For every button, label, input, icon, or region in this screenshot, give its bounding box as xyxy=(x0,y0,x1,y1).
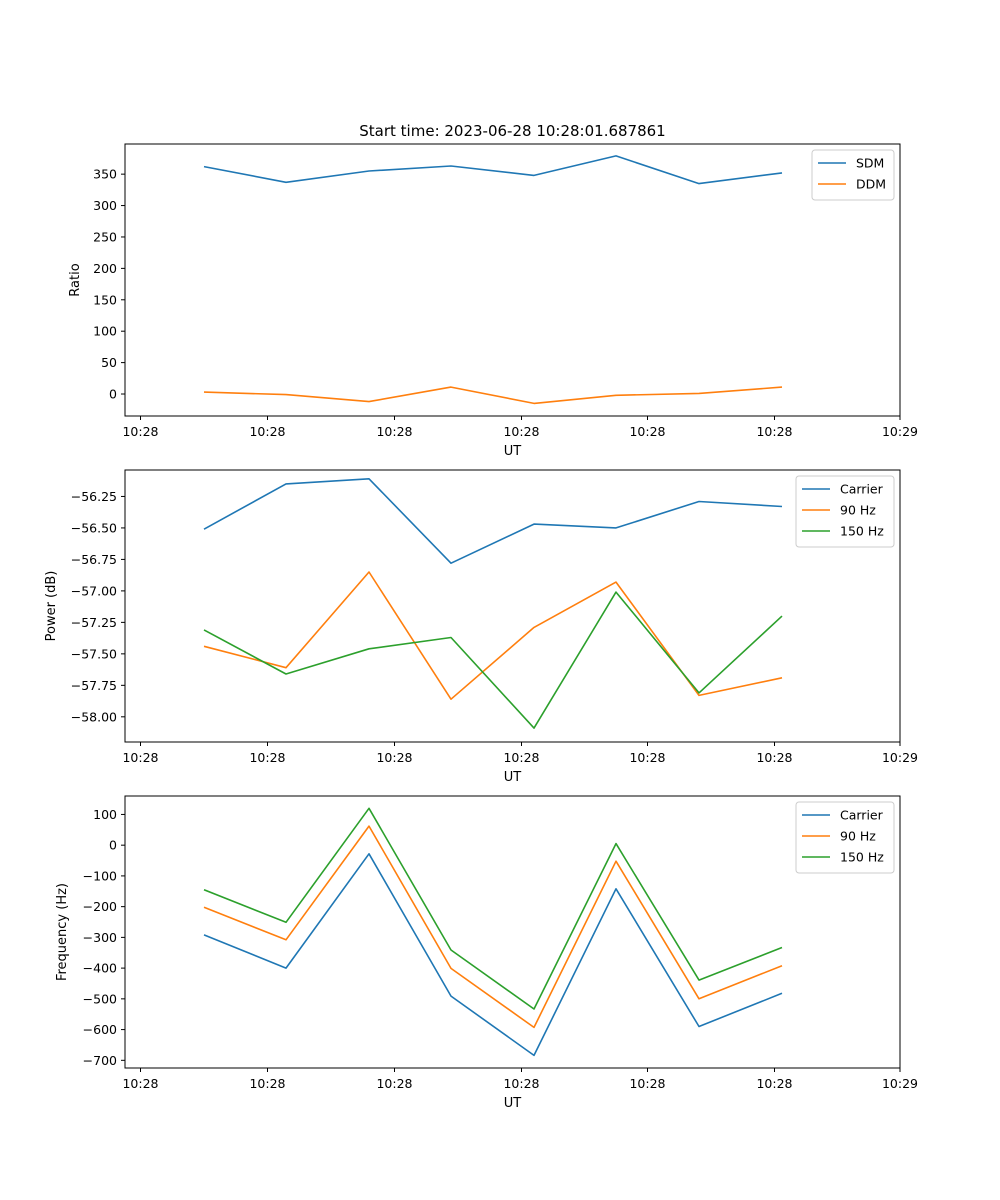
figure-title: Start time: 2023-06-28 10:28:01.687861 xyxy=(359,122,665,140)
y-tick-label: −500 xyxy=(83,991,117,1006)
y-tick-label: −58.00 xyxy=(71,709,117,724)
legend: Carrier 90 Hz 150 Hz xyxy=(795,475,895,548)
x-tick-label: 10:28 xyxy=(756,1076,792,1091)
x-tick-label: 10:28 xyxy=(122,1076,158,1091)
y-tick-label: −57.50 xyxy=(71,646,117,661)
legend-label: Carrier xyxy=(840,482,884,497)
x-tick-label: 10:29 xyxy=(882,1076,918,1091)
y-tick-label: 50 xyxy=(101,355,117,370)
y-tick-label: −56.75 xyxy=(71,552,117,567)
x-tick-label: 10:28 xyxy=(249,1076,285,1091)
y-tick-label: −100 xyxy=(83,868,117,883)
y-axis-label: Frequency (Hz) xyxy=(55,883,70,981)
plot-area xyxy=(124,795,901,1069)
x-tick-label: 10:28 xyxy=(376,750,412,765)
x-tick-label: 10:28 xyxy=(249,424,285,439)
legend-label: 90 Hz xyxy=(840,829,876,844)
x-tick-label: 10:28 xyxy=(376,1076,412,1091)
series-line-sdm xyxy=(203,155,783,185)
y-tick-label: −300 xyxy=(83,930,117,945)
legend: SDM DDM xyxy=(811,149,895,201)
y-tick-label: 0 xyxy=(109,838,117,853)
y-tick-label: 350 xyxy=(93,167,117,182)
x-tick-label: 10:28 xyxy=(503,750,539,765)
plot-area xyxy=(124,469,901,743)
x-tick-label: 10:28 xyxy=(122,750,158,765)
y-tick-label: −200 xyxy=(83,899,117,914)
y-tick-label: 100 xyxy=(93,324,117,339)
series-line-ddm xyxy=(203,386,783,405)
frequency-chart: 10:28 10:28 10:28 10:28 10:28 10:28 10:29 −700 −… xyxy=(55,795,918,1111)
y-axis-label: Ratio xyxy=(68,263,83,296)
ratio-chart: 10:28 10:28 10:28 10:28 10:28 10:28 10:29 0 50 10… xyxy=(68,143,918,459)
y-tick-label: 250 xyxy=(93,229,117,244)
y-tick-label: 200 xyxy=(93,261,117,276)
x-tick-label: 10:28 xyxy=(629,750,665,765)
x-axis-label: UT xyxy=(504,770,522,785)
x-tick-label: 10:28 xyxy=(756,750,792,765)
y-tick-label: −57.00 xyxy=(71,583,117,598)
legend: Carrier 90 Hz 150 Hz xyxy=(795,801,895,874)
y-tick-label: −400 xyxy=(83,961,117,976)
x-tick-label: 10:28 xyxy=(629,424,665,439)
y-tick-label: 0 xyxy=(109,387,117,402)
y-tick-label: −56.50 xyxy=(71,520,117,535)
y-tick-label: −57.25 xyxy=(71,615,117,630)
x-tick-label: 10:28 xyxy=(503,1076,539,1091)
series-line-90-hz xyxy=(203,825,783,1029)
x-tick-label: 10:29 xyxy=(882,424,918,439)
y-axis-label: Power (dB) xyxy=(44,571,59,642)
y-tick-label: 100 xyxy=(93,807,117,822)
x-tick-label: 10:29 xyxy=(882,750,918,765)
legend-label: SDM xyxy=(856,156,884,171)
plot-area xyxy=(124,143,901,417)
legend-box xyxy=(795,801,895,874)
x-tick-label: 10:28 xyxy=(249,750,285,765)
x-tick-label: 10:28 xyxy=(122,424,158,439)
legend-label: DDM xyxy=(856,177,886,192)
series-line-90-hz xyxy=(203,571,783,701)
legend-box xyxy=(795,475,895,548)
x-tick-label: 10:28 xyxy=(376,424,412,439)
x-tick-label: 10:28 xyxy=(629,1076,665,1091)
legend-label: 90 Hz xyxy=(840,503,876,518)
series-line-carrier xyxy=(203,477,783,565)
y-tick-label: −56.25 xyxy=(71,489,117,504)
series-line-150-hz xyxy=(203,807,783,1010)
legend-label: Carrier xyxy=(840,808,884,823)
y-tick-label: −600 xyxy=(83,1022,117,1037)
legend-label: 150 Hz xyxy=(840,850,884,865)
x-tick-label: 10:28 xyxy=(503,424,539,439)
y-tick-label: 300 xyxy=(93,198,117,213)
x-tick-label: 10:28 xyxy=(756,424,792,439)
legend-label: 150 Hz xyxy=(840,524,884,539)
y-tick-label: 150 xyxy=(93,292,117,307)
y-tick-label: −700 xyxy=(83,1053,117,1068)
series-line-carrier xyxy=(203,852,783,1057)
power-chart: 10:28 10:28 10:28 10:28 10:28 10:28 10:29 −58.0… xyxy=(44,469,918,785)
y-tick-label: −57.75 xyxy=(71,678,117,693)
x-axis-label: UT xyxy=(504,1096,522,1111)
x-axis-label: UT xyxy=(504,444,522,459)
series-line-150-hz xyxy=(203,591,783,729)
